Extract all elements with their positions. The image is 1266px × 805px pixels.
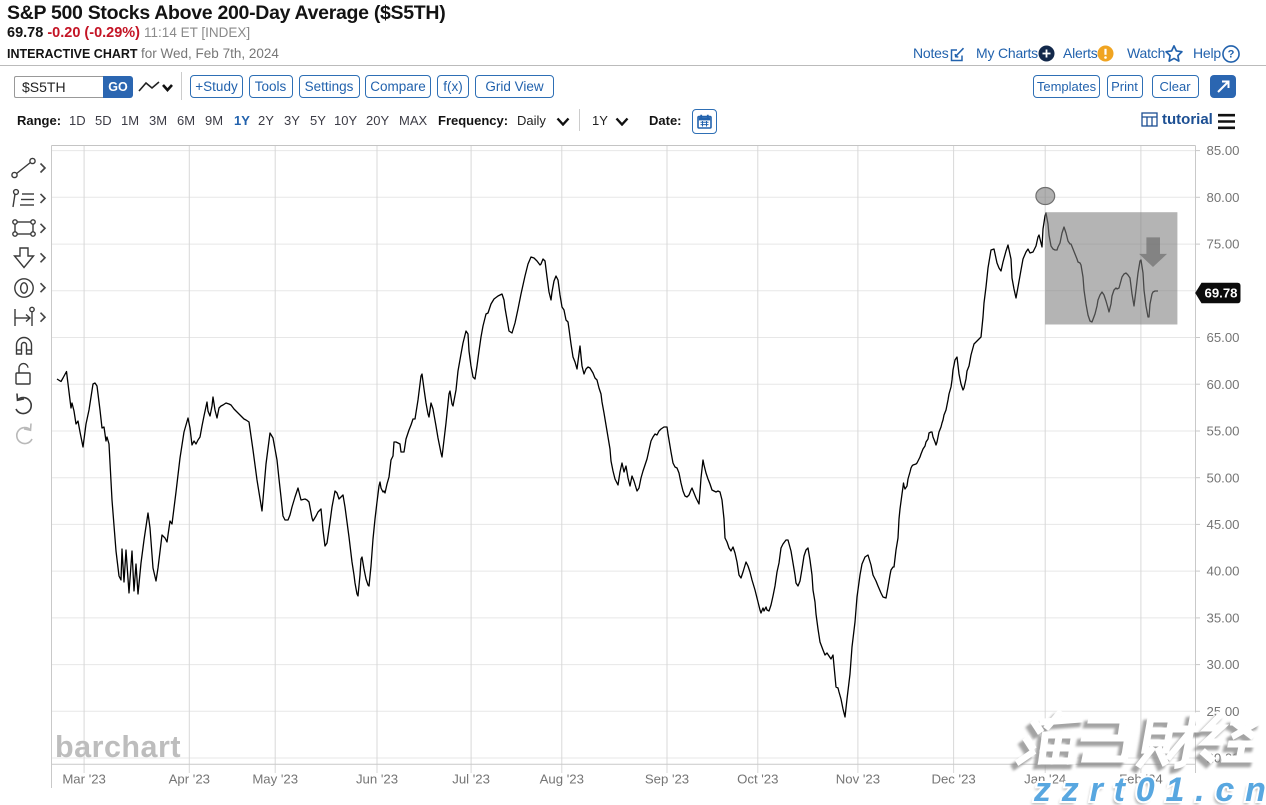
svg-text:Dec '23: Dec '23 xyxy=(931,772,975,787)
svg-text:85.00: 85.00 xyxy=(1207,143,1240,158)
svg-text:75.00: 75.00 xyxy=(1207,237,1240,252)
svg-text:25.00: 25.00 xyxy=(1207,704,1240,719)
svg-text:Aug '23: Aug '23 xyxy=(540,772,584,787)
svg-text:Oct '23: Oct '23 xyxy=(737,772,778,787)
svg-text:zzrt01.cn: zzrt01.cn xyxy=(1033,771,1266,805)
svg-text:zzrt01.cn: zzrt01.cn xyxy=(1031,775,1266,805)
svg-text:40.00: 40.00 xyxy=(1207,564,1240,579)
svg-text:?: ? xyxy=(1228,48,1235,60)
svg-text:35.00: 35.00 xyxy=(1207,611,1240,626)
svg-text:30.00: 30.00 xyxy=(1207,657,1240,672)
svg-text:69.78: 69.78 xyxy=(1204,286,1237,301)
svg-text:Sep '23: Sep '23 xyxy=(645,772,689,787)
svg-text:65.00: 65.00 xyxy=(1207,330,1240,345)
svg-text:Mar '23: Mar '23 xyxy=(62,772,106,787)
svg-text:Nov '23: Nov '23 xyxy=(836,772,880,787)
svg-text:Apr '23: Apr '23 xyxy=(169,772,210,787)
svg-text:Feb '24: Feb '24 xyxy=(1119,772,1163,787)
svg-text:Jan '24: Jan '24 xyxy=(1024,772,1066,787)
svg-text:60.00: 60.00 xyxy=(1207,377,1240,392)
svg-text:55.00: 55.00 xyxy=(1207,424,1240,439)
svg-text:May '23: May '23 xyxy=(252,772,298,787)
svg-text:80.00: 80.00 xyxy=(1207,190,1240,205)
svg-text:barchart: barchart xyxy=(55,730,181,764)
svg-text:45.00: 45.00 xyxy=(1207,517,1240,532)
svg-text:Jul '23: Jul '23 xyxy=(452,772,490,787)
svg-text:Jun '23: Jun '23 xyxy=(356,772,398,787)
svg-text:50.00: 50.00 xyxy=(1207,470,1240,485)
